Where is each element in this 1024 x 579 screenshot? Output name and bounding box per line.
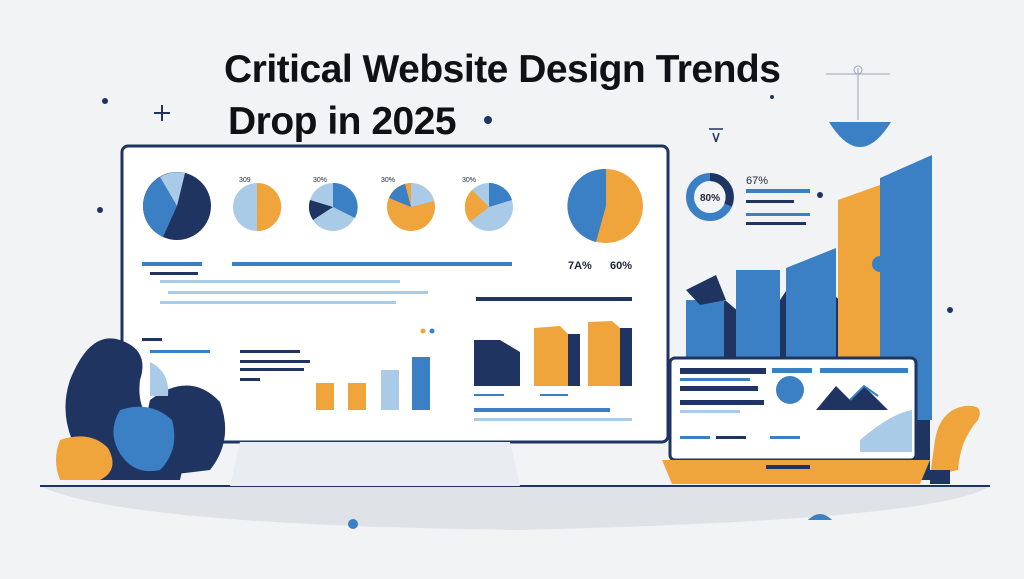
pie-chart-small-2: 30%	[309, 177, 358, 231]
laptop	[662, 356, 930, 484]
donut-widget: 80% 67%	[686, 173, 810, 225]
lamp-icon	[826, 65, 891, 147]
pie-label: 30%	[313, 177, 327, 184]
pie-label: 30%	[462, 177, 476, 184]
pie-chart-small-1: 309	[233, 177, 282, 232]
plant-illustration	[56, 338, 226, 480]
dot-decoration	[97, 207, 103, 213]
dot-decoration	[348, 519, 358, 529]
pie-chart-small-4: 30%	[462, 177, 513, 231]
dot-decoration	[947, 307, 953, 313]
dot-decoration	[102, 98, 108, 104]
text-line-placeholders	[142, 262, 632, 341]
headline-line-2: Drop in 2025	[228, 100, 457, 143]
desktop-monitor: 309 30% 30% 30% 7A% 60%	[120, 144, 670, 486]
headline: Critical Website Design Trends Drop in 2…	[224, 44, 781, 148]
pie-chart-large-left	[143, 172, 211, 240]
headline-line-1: Critical Website Design Trends	[224, 48, 781, 91]
dot-decoration	[817, 192, 823, 198]
chair-illustration	[930, 405, 980, 484]
pie-chart-small-3: 30%	[381, 177, 435, 231]
dot-decoration	[808, 514, 832, 520]
donut-center-label: 80%	[700, 193, 720, 204]
ground-shadow	[40, 486, 990, 530]
bar-chart-right	[474, 321, 632, 421]
pie-label: 309	[239, 177, 251, 184]
pie-label: 30%	[381, 177, 395, 184]
dot-decoration	[770, 95, 774, 99]
stat-label: 67%	[746, 175, 768, 187]
pie-chart-large-right: 7A% 60%	[567, 168, 643, 272]
plus-sparkle-icon	[154, 105, 170, 121]
bar-chart-left	[150, 350, 430, 410]
gauge-label-1: 7A%	[568, 260, 592, 272]
gauge-label-2: 60%	[610, 260, 632, 272]
x-sparkle-icon	[709, 128, 723, 143]
dot-decoration	[484, 116, 492, 124]
